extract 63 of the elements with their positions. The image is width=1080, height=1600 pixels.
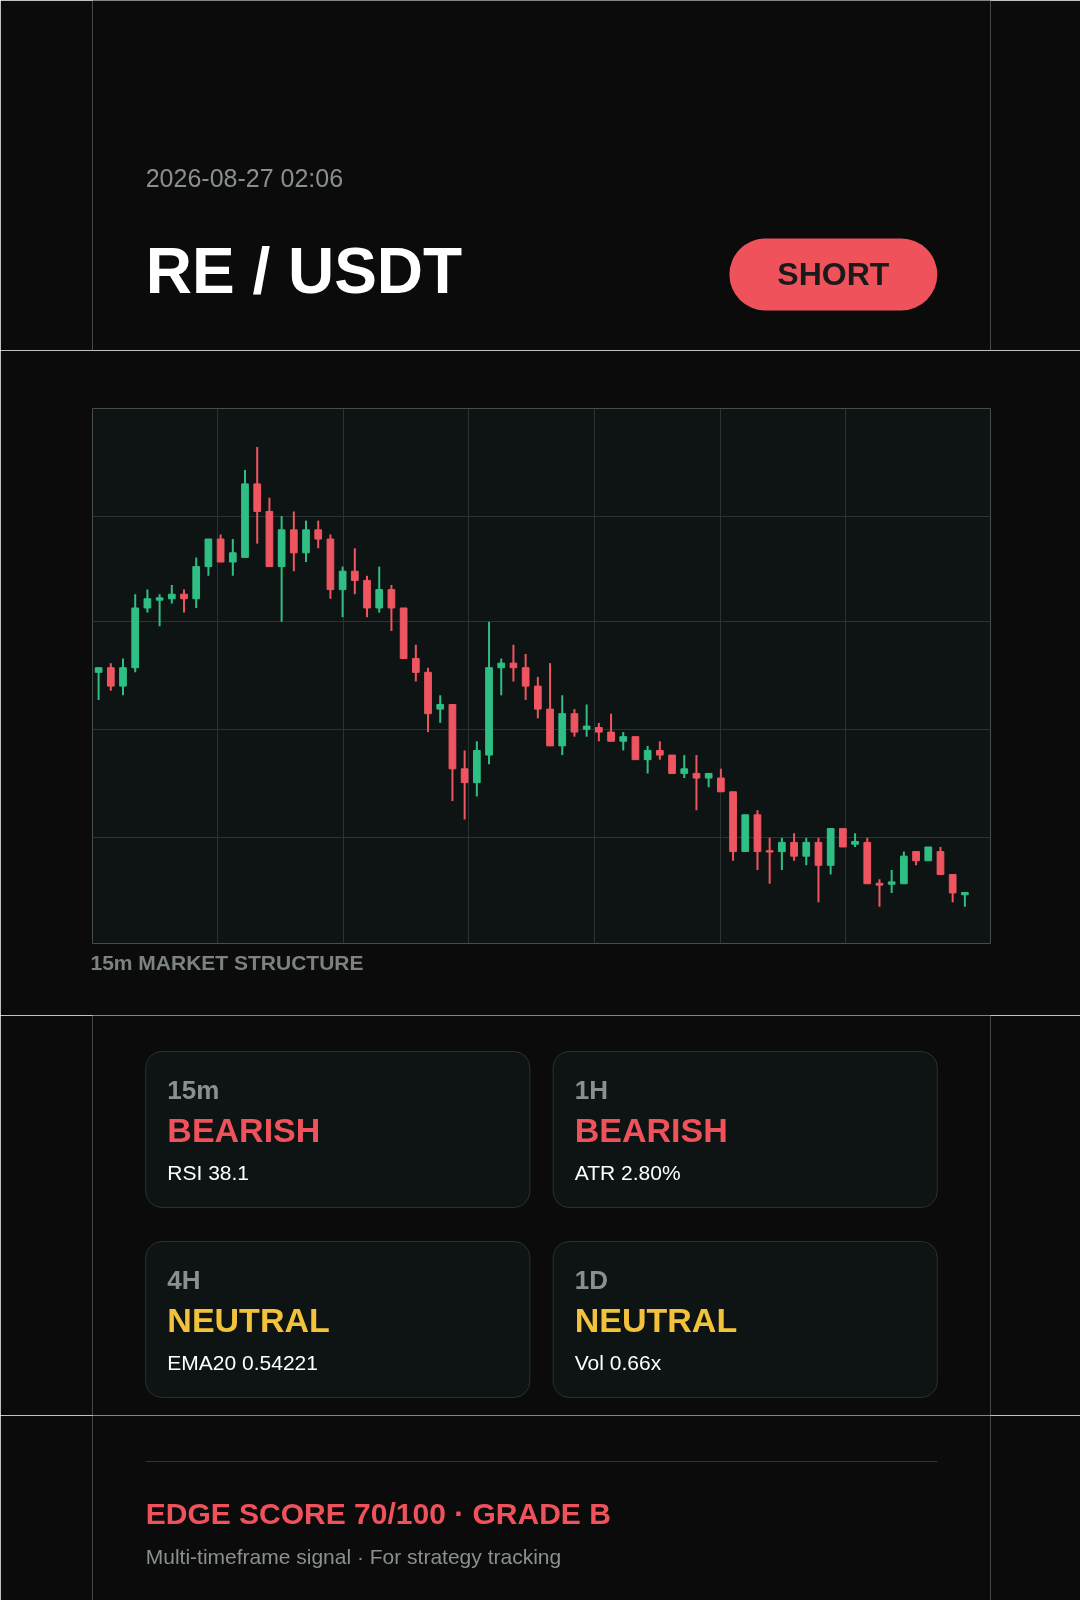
- candlestick: [375, 565, 384, 614]
- text: 15m: [167, 1074, 220, 1105]
- candlestick: [533, 675, 542, 720]
- text: SHORT: [777, 255, 890, 292]
- candlestick: [619, 731, 628, 752]
- text: NEUTRAL: [167, 1300, 330, 1339]
- candlestick: [94, 666, 103, 701]
- candlestick: [180, 588, 188, 614]
- candlestick: [765, 836, 774, 885]
- text: 1H: [574, 1074, 609, 1105]
- candlestick: [790, 832, 798, 862]
- candlestick: [778, 836, 786, 871]
- candlestick: [607, 712, 615, 743]
- candlestick: [119, 657, 127, 697]
- candlestick: [302, 519, 310, 564]
- text: Multi-timeframe signal · For strategy tracking: [145, 1545, 562, 1568]
- text: EDGE SCORE 70/100 · GRADE B: [145, 1497, 611, 1530]
- candlestick: [948, 873, 957, 904]
- candlestick: [167, 583, 176, 605]
- candlestick: [802, 836, 811, 867]
- candlestick: [289, 510, 298, 573]
- text: ATR 2.80%: [574, 1161, 681, 1184]
- candlestick: [570, 708, 579, 738]
- candlestick: [521, 652, 530, 701]
- candlestick: [680, 754, 689, 780]
- candlestick: [875, 878, 884, 908]
- candlestick: [814, 836, 823, 904]
- candlestick: [692, 754, 701, 812]
- candlestick: [143, 588, 152, 614]
- text: Vol 0.66x: [574, 1351, 662, 1374]
- candlestick: [411, 643, 420, 683]
- candlestick: [155, 593, 164, 628]
- candlestick: [497, 657, 506, 697]
- candlestick: [936, 845, 945, 876]
- text: EMA20 0.54221: [167, 1351, 318, 1374]
- candlestick: [350, 547, 359, 596]
- candlestick: [460, 749, 469, 821]
- chart-subtitle: 2026-08-27 02:06: [145, 163, 344, 192]
- text: BEARISH: [167, 1110, 321, 1149]
- candlestick: [582, 703, 591, 738]
- text: NEUTRAL: [574, 1300, 738, 1339]
- candlestick: [717, 767, 725, 793]
- text: BEARISH: [574, 1110, 728, 1149]
- candlestick: [643, 744, 652, 775]
- candlestick: [594, 721, 603, 743]
- candlestick: [106, 662, 115, 692]
- candlestick: [314, 519, 323, 550]
- chart-title: RE / USDT: [145, 234, 463, 307]
- candlestick: [436, 694, 445, 724]
- text: 4H: [167, 1264, 201, 1295]
- candlestick: [228, 538, 237, 577]
- candlestick: [839, 828, 847, 848]
- text: RSI 38.1: [167, 1161, 250, 1184]
- candlestick: [656, 740, 664, 761]
- candlestick: [387, 583, 396, 632]
- candlestick: [631, 735, 640, 761]
- candlestick: [216, 533, 225, 564]
- text: 1D: [574, 1264, 609, 1295]
- candlestick: [887, 868, 896, 894]
- candlestick: [668, 754, 676, 775]
- candlestick: [509, 643, 518, 683]
- text: 15m MARKET STRUCTURE: [90, 950, 364, 974]
- candlestick: [338, 565, 347, 619]
